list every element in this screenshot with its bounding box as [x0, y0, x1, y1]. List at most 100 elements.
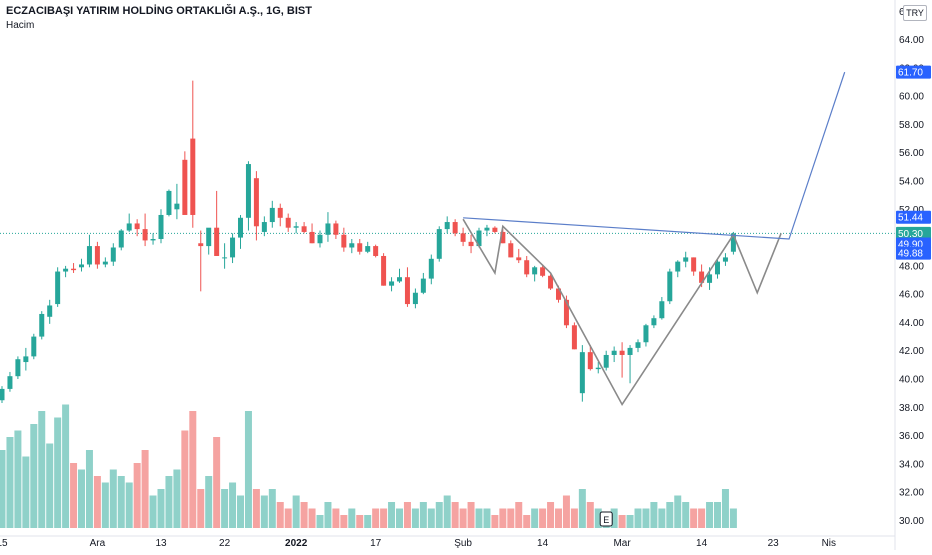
candle-body [261, 222, 267, 232]
volume-bar [46, 443, 54, 528]
candle [214, 190, 220, 256]
price-label: 49.88 [896, 246, 931, 260]
x-tick-label: 13 [155, 538, 167, 549]
volume-bar [618, 515, 626, 528]
candle-body [333, 223, 339, 235]
volume-bar [427, 508, 435, 528]
volume-bar [729, 508, 737, 528]
candle [404, 267, 410, 307]
y-tick-label: 38.00 [899, 403, 924, 414]
candle-body [404, 277, 410, 305]
candle [675, 260, 681, 278]
candle-body [412, 292, 418, 305]
candle-body [730, 233, 736, 252]
price-label-text: 49.90 [898, 239, 923, 250]
y-tick-label: 30.00 [899, 516, 924, 527]
y-tick-label: 58.00 [899, 120, 924, 131]
candle [110, 243, 116, 266]
candle-body [715, 261, 720, 275]
price-label: 50.30 [896, 226, 931, 240]
candle [619, 342, 625, 378]
candle-body [110, 247, 116, 262]
candle-body [7, 376, 13, 389]
volume-bar [666, 502, 674, 528]
volume-bar [388, 502, 396, 528]
candle [94, 241, 100, 269]
volume-bar [475, 508, 483, 528]
volume-bar [698, 508, 706, 528]
candle [230, 233, 236, 264]
volume-bar [451, 502, 459, 528]
volume-indicator-label[interactable]: Hacim [6, 20, 35, 31]
candle-body [500, 231, 506, 244]
volume-bar [642, 508, 650, 528]
candle [63, 265, 69, 278]
candle-body [71, 268, 77, 271]
candle [206, 227, 212, 255]
candle [285, 213, 291, 232]
neckline-trend-line [463, 71, 846, 240]
y-tick-label: 48.00 [899, 261, 924, 272]
price-label-bg [896, 210, 931, 224]
candle-body [436, 229, 442, 259]
candle-body [150, 239, 156, 241]
candle [627, 345, 633, 384]
volume-bar [78, 469, 85, 528]
candle [524, 255, 530, 278]
candle-body [397, 277, 402, 282]
candle [540, 264, 546, 278]
candle [611, 346, 617, 363]
volume-bar [610, 508, 618, 528]
candle [595, 362, 601, 374]
candle [31, 333, 37, 360]
volume-bar [125, 482, 133, 528]
volume-bar [674, 495, 682, 528]
candle [150, 233, 156, 245]
x-tick-label: Nis [822, 538, 836, 549]
volume-bar [316, 515, 324, 528]
volume-bar [276, 502, 284, 528]
candle [460, 227, 466, 247]
volume-bar [706, 502, 714, 528]
volume-bar [6, 437, 14, 528]
volume-bar [483, 508, 491, 528]
candle [492, 226, 498, 234]
candle-body [182, 159, 188, 215]
candle-body [277, 207, 283, 218]
candle [500, 229, 506, 244]
candle-body [47, 305, 53, 317]
candle [118, 229, 124, 251]
candle-body [301, 226, 307, 232]
volume-bar [403, 502, 411, 528]
y-tick-label: 40.00 [899, 375, 924, 386]
candle-body [31, 336, 37, 357]
volume-bar [523, 515, 531, 528]
y-tick-label: 34.00 [899, 459, 924, 470]
candle-body [659, 301, 665, 319]
candle-body [508, 243, 514, 258]
volume-bar [721, 489, 729, 528]
price-label-text: 49.88 [898, 249, 923, 260]
drawings: E [462, 71, 846, 527]
candle-body [579, 352, 585, 394]
candle [579, 345, 585, 402]
currency-button[interactable]: TRY [903, 5, 927, 21]
time-axis-panel [0, 536, 895, 550]
candle-body [269, 207, 275, 223]
candle [7, 371, 13, 392]
volume-bar [141, 450, 149, 528]
price-label-text: 51.44 [898, 213, 923, 224]
candle-body [540, 267, 546, 276]
candle-body [548, 275, 554, 289]
candle [412, 288, 418, 309]
candle [0, 386, 5, 404]
candle [47, 299, 53, 324]
y-tick-label: 64.00 [899, 35, 924, 46]
candle-body [619, 350, 625, 355]
candle [333, 220, 339, 240]
volume-bar [93, 476, 101, 528]
candle-body [230, 237, 236, 258]
